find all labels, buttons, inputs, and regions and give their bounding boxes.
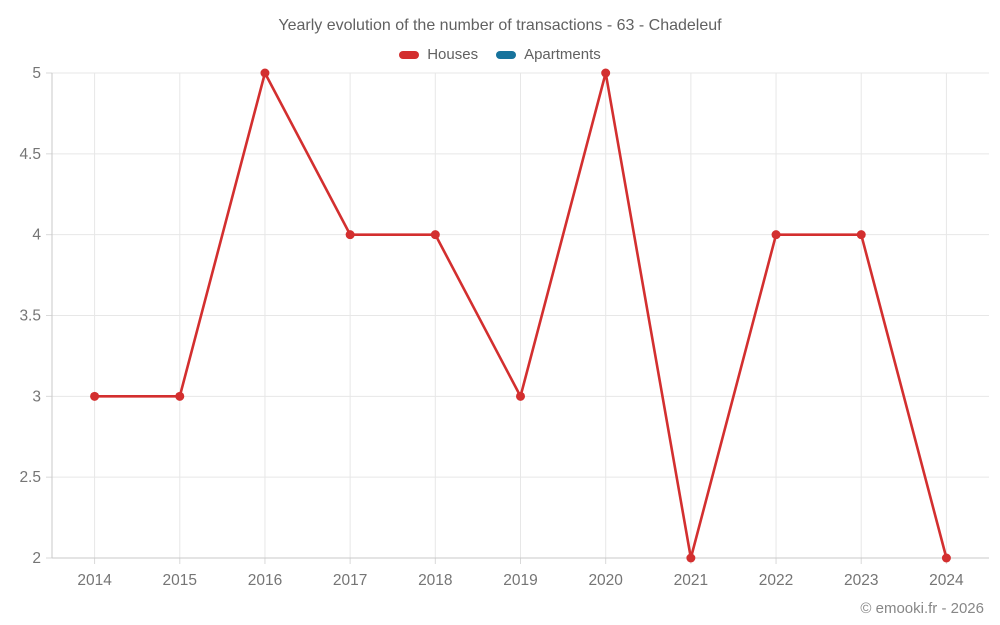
- houses-data-point: [430, 230, 440, 240]
- houses-data-point: [345, 230, 355, 240]
- x-axis-tick-label: 2022: [759, 572, 793, 589]
- houses-data-point: [771, 230, 781, 240]
- x-axis-tick-label: 2019: [503, 572, 537, 589]
- legend-item-apartments[interactable]: Apartments: [496, 46, 601, 63]
- x-axis-tick-label: 2017: [333, 572, 367, 589]
- houses-data-point: [90, 391, 100, 401]
- x-axis-tick-label: 2021: [674, 572, 708, 589]
- x-axis-tick-label: 2016: [248, 572, 282, 589]
- x-axis-tick-label: 2023: [844, 572, 878, 589]
- houses-data-point: [516, 391, 525, 401]
- x-axis-tick-label: 2024: [929, 572, 964, 589]
- legend: Houses Apartments: [0, 46, 1000, 63]
- chart-title: Yearly evolution of the number of transa…: [278, 17, 722, 34]
- x-axis-tick-label: 2014: [77, 572, 112, 589]
- y-axis-tick-label: 4: [32, 227, 41, 244]
- houses-data-point: [856, 230, 866, 240]
- legend-label-apartments: Apartments: [524, 46, 601, 63]
- houses-data-point: [686, 553, 696, 563]
- y-axis-tick-label: 5: [32, 65, 41, 82]
- x-axis-tick-label: 2015: [163, 572, 197, 589]
- x-axis-tick-label: 2020: [588, 572, 623, 589]
- legend-label-houses: Houses: [427, 46, 479, 63]
- x-axis-tick-label: 2018: [418, 572, 452, 589]
- y-axis-tick-label: 2.5: [19, 469, 41, 486]
- y-axis-tick-label: 3: [32, 388, 41, 405]
- houses-data-point: [175, 391, 185, 401]
- y-axis-tick-label: 3.5: [19, 308, 41, 325]
- houses-data-point: [941, 553, 951, 563]
- y-axis-tick-label: 4.5: [19, 146, 41, 163]
- houses-series-swatch-icon: [399, 50, 420, 59]
- copyright-footer: © emooki.fr - 2026: [860, 600, 984, 617]
- houses-data-point: [601, 68, 611, 78]
- apartments-series-swatch-icon: [496, 50, 517, 59]
- y-axis-tick-label: 2: [32, 550, 41, 567]
- legend-item-houses[interactable]: Houses: [399, 46, 478, 63]
- houses-data-point: [260, 68, 270, 78]
